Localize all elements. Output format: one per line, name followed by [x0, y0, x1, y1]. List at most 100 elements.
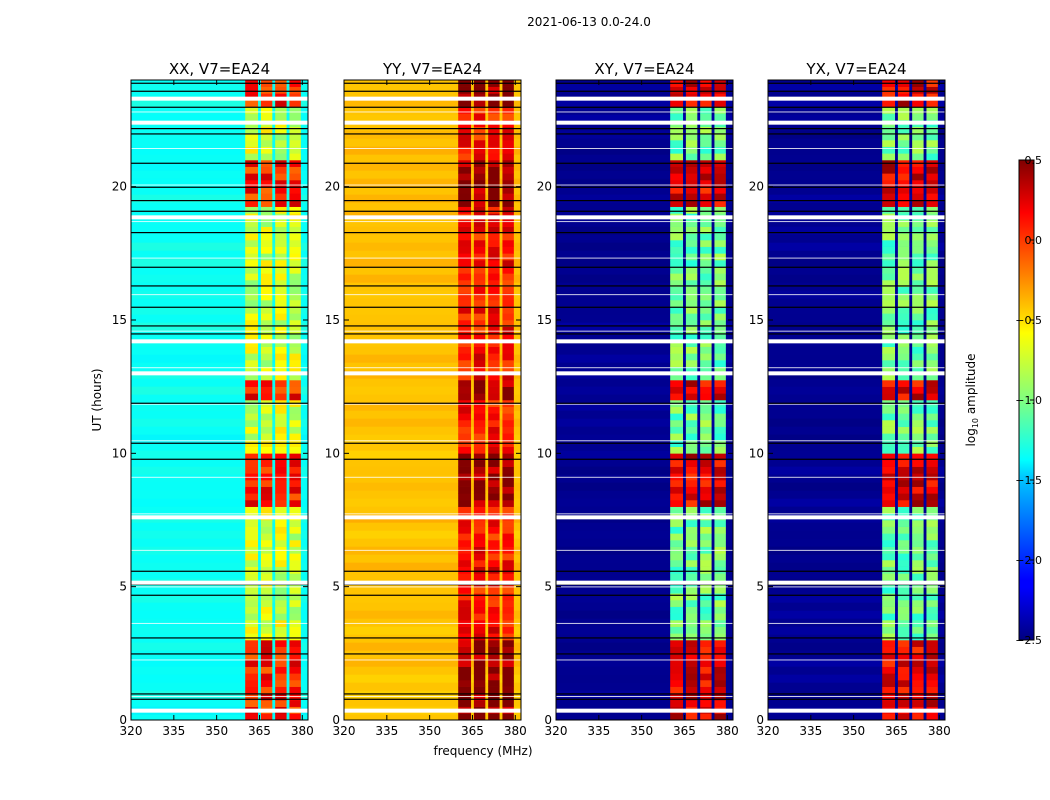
heatmap-band-cell [289, 526, 301, 534]
heatmap-band-cell [473, 166, 486, 174]
heatmap-band-cell [260, 560, 273, 567]
heatmap-band-cell [685, 700, 698, 707]
heatmap-band-cell [912, 273, 924, 281]
heatmap-band-cell [473, 406, 486, 414]
heatmap-band-cell [502, 113, 514, 121]
heatmap-black-line [556, 442, 733, 444]
heatmap-band-cell [289, 540, 301, 547]
heatmap-band-cell [260, 206, 273, 214]
heatmap-band-cell [897, 280, 910, 287]
heatmap-band-cell [670, 686, 684, 694]
heatmap-band-cell [882, 520, 896, 527]
heatmap-band-cell [912, 313, 924, 321]
heatmap-flag-line [131, 330, 308, 332]
heatmap-band-cell [897, 140, 910, 147]
heatmap-band-cell [289, 360, 301, 367]
heatmap-band-cell [897, 520, 910, 527]
heatmap-band-cell [685, 526, 698, 534]
x-tick-label: 320 [120, 724, 143, 738]
heatmap-band-cell [700, 500, 712, 507]
heatmap-band-cell [458, 366, 472, 374]
heatmap-band-cell [685, 506, 698, 514]
heatmap-band-cell [260, 100, 273, 107]
heatmap-band-cell [488, 433, 500, 441]
heatmap-band-cell [912, 286, 924, 294]
heatmap-band-cell [700, 533, 712, 541]
heatmap-band-cell [473, 540, 486, 547]
heatmap-band-cell [714, 340, 726, 347]
heatmap-band-cell [473, 313, 486, 321]
heatmap-band-cell [458, 260, 472, 267]
heatmap-band-cell [275, 680, 287, 687]
heatmap-band-cell [275, 520, 287, 527]
heatmap-band-cell [458, 146, 472, 154]
heatmap-band-cell [685, 266, 698, 274]
heatmap-band-cell [502, 220, 514, 227]
heatmap-band-cell [670, 460, 684, 467]
heatmap-band-cell [912, 280, 924, 287]
y-axis-label: UT (hours) [90, 368, 104, 431]
heatmap-band-cell [882, 226, 896, 234]
heatmap-band-cell [260, 446, 273, 454]
heatmap-band-cell [488, 293, 500, 301]
heatmap-flag-line [768, 513, 945, 515]
heatmap-band-cell [502, 486, 514, 494]
heatmap-black-line [768, 82, 945, 84]
heatmap-band-cell [275, 626, 287, 634]
heatmap-band-cell [912, 406, 924, 414]
heatmap-band-cell [685, 200, 698, 207]
heatmap-band-cell [473, 126, 486, 134]
heatmap-band-cell [685, 446, 698, 454]
heatmap-band-cell [458, 660, 472, 667]
heatmap-black-line [344, 442, 521, 444]
heatmap-black-line [344, 594, 521, 596]
heatmap-band-cell [714, 193, 726, 201]
heatmap-band-cell [912, 166, 924, 174]
heatmap-texture-row [344, 114, 521, 123]
heatmap-band-cell [714, 526, 726, 534]
heatmap-band-cell [700, 300, 712, 307]
heatmap-band-cell [714, 453, 726, 461]
heatmap-band-cell [926, 613, 938, 621]
heatmap-band-cell [912, 533, 924, 541]
heatmap-band-cell [473, 353, 486, 361]
heatmap-band-cell [458, 273, 472, 281]
heatmap-band-cell [260, 220, 273, 227]
heatmap-band-cell [488, 180, 500, 187]
heatmap-band-cell [275, 186, 287, 194]
heatmap-band-cell [685, 173, 698, 181]
heatmap-band-cell [882, 313, 896, 321]
heatmap-band-cell [473, 113, 486, 121]
heatmap-texture-row [344, 210, 521, 219]
heatmap-band-cell [458, 566, 472, 574]
heatmap-band-cell [714, 653, 726, 661]
heatmap-flag-line [131, 696, 308, 697]
heatmap-band-cell [289, 100, 301, 107]
heatmap-band-cell [260, 573, 273, 581]
y-tick-label: 20 [325, 180, 340, 194]
heatmap-band-cell [488, 320, 500, 327]
heatmap-band-cell [245, 286, 259, 294]
heatmap-band-cell [289, 346, 301, 354]
heatmap-white-gap [344, 96, 521, 101]
heatmap-band-cell [897, 533, 910, 541]
heatmap-band-cell [458, 340, 472, 347]
heatmap-band-cell [714, 186, 726, 194]
heatmap-band-cell [700, 220, 712, 227]
heatmap-band-cell [926, 426, 938, 434]
heatmap-band-cell [473, 380, 486, 387]
heatmap-band-cell [882, 386, 896, 394]
heatmap-band-cell [897, 406, 910, 414]
heatmap-band-cell [700, 333, 712, 341]
heatmap-black-line [768, 402, 945, 404]
heatmap-band-cell [260, 333, 273, 341]
heatmap-band-cell [897, 133, 910, 141]
heatmap-texture-row [344, 594, 521, 603]
heatmap-band-cell [260, 240, 273, 247]
heatmap-band-cell [670, 246, 684, 254]
x-tick-label: 320 [757, 724, 780, 738]
heatmap-black-line [344, 200, 521, 202]
heatmap-band-cell [275, 533, 287, 541]
heatmap-texture-row [556, 386, 733, 395]
heatmap-band-cell [714, 446, 726, 454]
